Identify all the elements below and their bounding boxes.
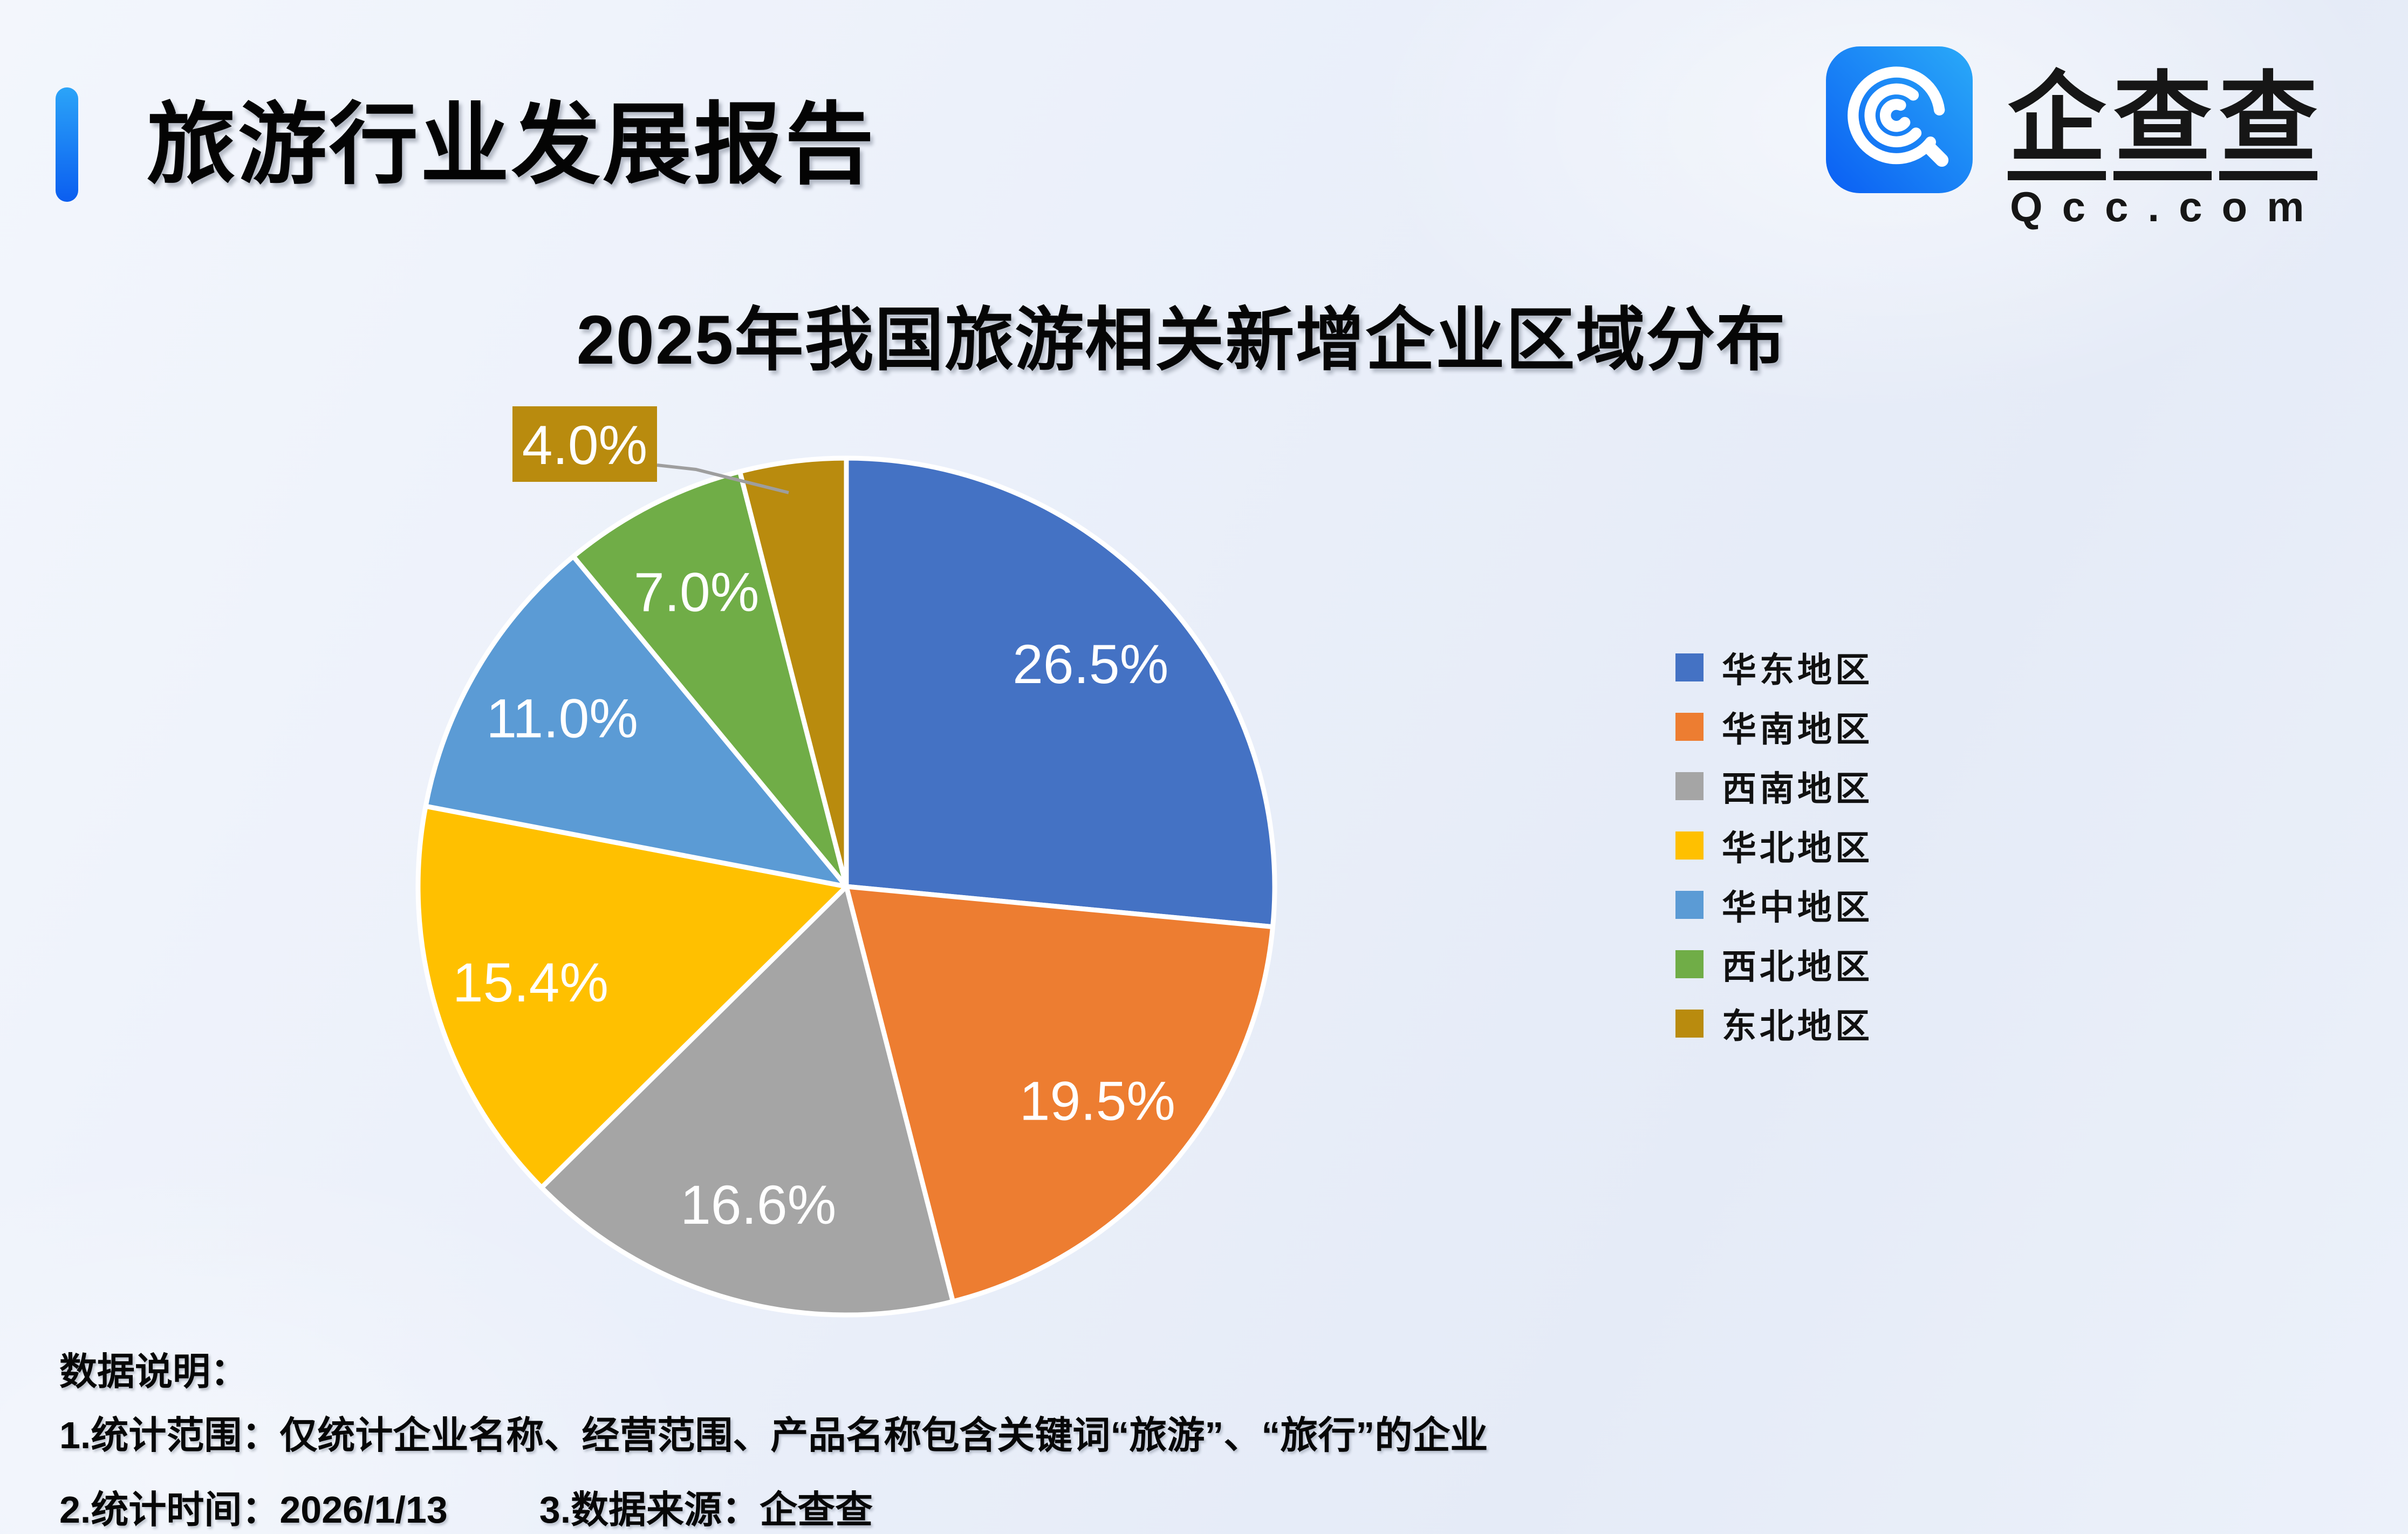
legend-item-southwest-china: 西南地区: [1675, 756, 1873, 816]
qcc-logo-domain: Qcc.com: [2010, 183, 2324, 230]
legend-item-north-china: 华北地区: [1675, 816, 1873, 875]
notes-stat-time: 2.统计时间：2026/1/13: [59, 1489, 448, 1531]
pie-slice-southwest-china: [539, 884, 955, 1318]
pie-label-east-china: 26.5%: [1013, 633, 1168, 695]
notes-line-2: 2.统计时间：2026/1/13 3.数据来源：企查查: [59, 1480, 873, 1534]
legend-swatch-northwest-china: [1675, 950, 1704, 978]
pie-label-northwest-china: 7.0%: [634, 562, 760, 623]
pie-label-central-china: 11.0%: [486, 688, 638, 749]
qcc-logo-char: 查: [2219, 69, 2317, 180]
title-accent-bar: [56, 87, 78, 202]
notes-line-1: 1.统计范围：仅统计企业名称、经营范围、产品名称包含关键词“旅游”、“旅行”的企…: [59, 1414, 1488, 1456]
legend-item-northwest-china: 西北地区: [1675, 935, 1873, 994]
legend-item-northeast-china: 东北地区: [1675, 994, 1873, 1053]
pie-chart: 26.5% 19.5% 16.6% 15.4% 11.0% 7.0% 4.0%: [415, 406, 1277, 1318]
legend-swatch-north-china: [1675, 831, 1704, 860]
legend-label-northeast-china: 东北地区: [1722, 1007, 1873, 1046]
legend-swatch-south-china: [1675, 713, 1704, 741]
legend-swatch-east-china: [1675, 653, 1704, 681]
legend-label-north-china: 华北地区: [1722, 829, 1873, 868]
chart-legend: 华东地区华南地区西南地区华北地区华中地区西北地区东北地区: [1675, 638, 1873, 1053]
pie-slice-east-china: [844, 455, 1277, 930]
legend-label-northwest-china: 西北地区: [1722, 947, 1873, 986]
legend-label-central-china: 华中地区: [1722, 888, 1873, 927]
callout-leader-line: [656, 463, 789, 494]
qcc-logo-char: 企: [2008, 69, 2106, 180]
pie-label-north-china: 15.4%: [453, 952, 608, 1013]
chart-title: 2025年我国旅游相关新增企业区域分布: [576, 302, 1787, 379]
legend-label-southwest-china: 西南地区: [1722, 769, 1873, 808]
legend-swatch-central-china: [1675, 891, 1704, 919]
pie-slice-central-china: [423, 554, 849, 889]
qcc-logo-char: 查: [2113, 69, 2212, 180]
legend-swatch-southwest-china: [1675, 772, 1704, 800]
callout-label-northeast-china: 4.0%: [522, 414, 648, 476]
pie-slice-northeast-china: [737, 455, 849, 889]
legend-swatch-northeast-china: [1675, 1010, 1704, 1038]
legend-label-south-china: 华南地区: [1722, 710, 1873, 749]
pie-slice-south-china: [844, 884, 1275, 1304]
pie-label-south-china: 19.5%: [1020, 1071, 1175, 1132]
notes-data-source: 3.数据来源：企查查: [539, 1489, 873, 1531]
qcc-logo-name: 企查查: [2008, 69, 2317, 180]
legend-item-south-china: 华南地区: [1675, 697, 1873, 756]
legend-label-east-china: 华东地区: [1722, 651, 1873, 690]
callout-box-northeast-china: [512, 406, 657, 482]
notes-heading: 数据说明：: [59, 1351, 248, 1393]
legend-item-central-china: 华中地区: [1675, 875, 1873, 935]
page-title: 旅游行业发展报告: [147, 95, 876, 194]
qcc-logo-icon: [1826, 46, 1973, 193]
pie-slice-north-china: [415, 803, 849, 1190]
pie-label-southwest-china: 16.6%: [680, 1174, 836, 1236]
legend-item-east-china: 华东地区: [1675, 638, 1873, 697]
